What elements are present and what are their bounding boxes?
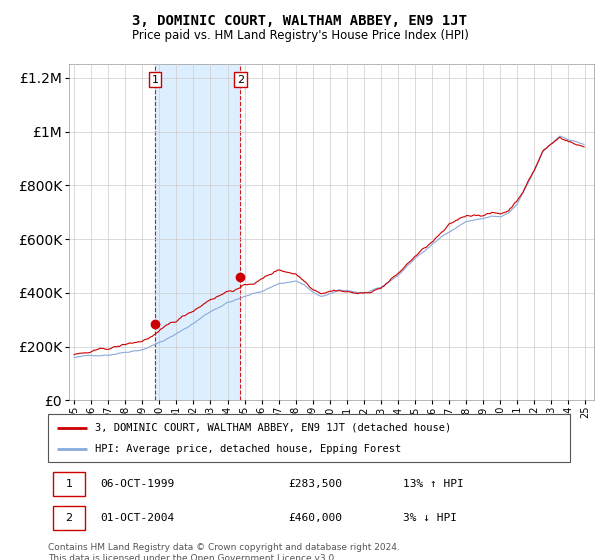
Text: £460,000: £460,000 <box>288 513 342 523</box>
Text: 3, DOMINIC COURT, WALTHAM ABBEY, EN9 1JT (detached house): 3, DOMINIC COURT, WALTHAM ABBEY, EN9 1JT… <box>95 423 451 433</box>
Text: 3, DOMINIC COURT, WALTHAM ABBEY, EN9 1JT: 3, DOMINIC COURT, WALTHAM ABBEY, EN9 1JT <box>133 14 467 28</box>
Text: 06-OCT-1999: 06-OCT-1999 <box>100 479 175 489</box>
Text: Contains HM Land Registry data © Crown copyright and database right 2024.
This d: Contains HM Land Registry data © Crown c… <box>48 543 400 560</box>
FancyBboxPatch shape <box>53 506 85 530</box>
Text: 3% ↓ HPI: 3% ↓ HPI <box>403 513 457 523</box>
Bar <box>155 64 241 400</box>
Text: £283,500: £283,500 <box>288 479 342 489</box>
Text: 13% ↑ HPI: 13% ↑ HPI <box>403 479 464 489</box>
Text: 01-OCT-2004: 01-OCT-2004 <box>100 513 175 523</box>
Text: 1: 1 <box>152 74 158 85</box>
Text: HPI: Average price, detached house, Epping Forest: HPI: Average price, detached house, Eppi… <box>95 444 401 454</box>
Text: 1: 1 <box>65 479 73 489</box>
Text: 2: 2 <box>65 513 73 523</box>
FancyBboxPatch shape <box>53 472 85 497</box>
Text: Price paid vs. HM Land Registry's House Price Index (HPI): Price paid vs. HM Land Registry's House … <box>131 29 469 42</box>
Text: 2: 2 <box>237 74 244 85</box>
